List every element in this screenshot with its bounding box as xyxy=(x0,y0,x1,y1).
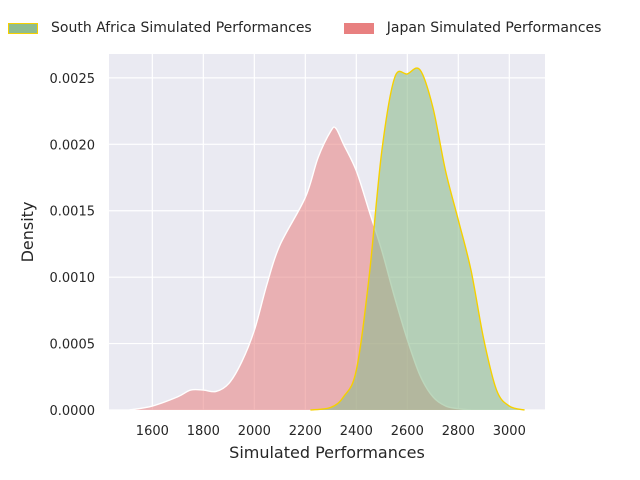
y-tick-label: 0.0015 xyxy=(50,205,96,220)
y-tick-label: 0.0005 xyxy=(50,338,96,353)
legend-item-japan: Japan Simulated Performances xyxy=(343,20,602,36)
y-tick-label: 0.0000 xyxy=(50,404,96,419)
legend-label-japan: Japan Simulated Performances xyxy=(386,20,602,36)
x-axis-label: Simulated Performances xyxy=(229,443,425,462)
density-line-south-africa xyxy=(310,67,525,411)
x-tick-label: 2400 xyxy=(340,424,373,439)
x-tick-label: 2000 xyxy=(238,424,271,439)
x-tick-label: 2800 xyxy=(442,424,475,439)
x-tick-label: 2200 xyxy=(289,424,322,439)
legend-item-south-africa: South Africa Simulated Performances xyxy=(8,20,312,36)
legend-label-south-africa: South Africa Simulated Performances xyxy=(51,20,312,36)
x-tick-label: 1800 xyxy=(187,424,220,439)
x-tick-label: 2600 xyxy=(391,424,424,439)
y-tick-label: 0.0020 xyxy=(50,138,96,153)
x-tick-label: 3000 xyxy=(493,424,526,439)
y-tick-label: 0.0025 xyxy=(50,72,96,87)
legend: South Africa Simulated Performances Japa… xyxy=(8,20,633,36)
x-tick-label: 1600 xyxy=(136,424,169,439)
y-tick-label: 0.0010 xyxy=(50,271,96,286)
legend-swatch-south-africa xyxy=(8,22,38,34)
legend-swatch-japan xyxy=(343,22,374,34)
y-axis-label: Density xyxy=(18,202,37,263)
